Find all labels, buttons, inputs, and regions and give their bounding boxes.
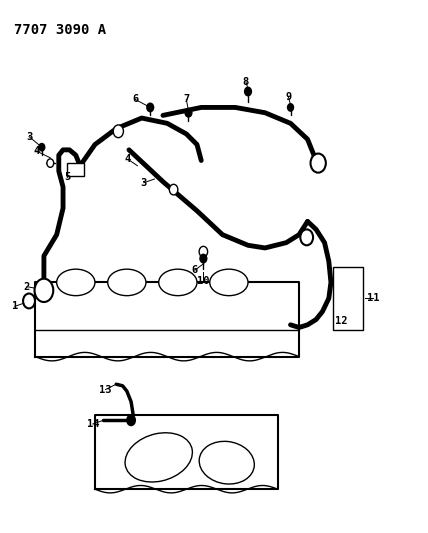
Text: 1: 1 <box>12 301 18 311</box>
Circle shape <box>200 254 207 263</box>
Ellipse shape <box>159 269 197 296</box>
Circle shape <box>300 229 313 245</box>
Text: 8: 8 <box>243 77 249 87</box>
Text: 11: 11 <box>367 293 380 303</box>
Ellipse shape <box>125 433 193 482</box>
Text: 7707 3090 A: 7707 3090 A <box>14 22 106 37</box>
Text: 4: 4 <box>125 155 131 164</box>
Text: 10: 10 <box>197 276 210 286</box>
Circle shape <box>113 125 123 138</box>
Ellipse shape <box>56 269 95 296</box>
Text: 12: 12 <box>335 316 348 326</box>
Text: 9: 9 <box>285 92 291 102</box>
Circle shape <box>23 294 35 309</box>
Text: 2: 2 <box>24 281 30 292</box>
Circle shape <box>47 159 54 167</box>
Text: 3: 3 <box>26 132 32 142</box>
Circle shape <box>199 246 208 257</box>
Circle shape <box>127 415 135 425</box>
Text: 7: 7 <box>183 94 190 104</box>
Text: 3: 3 <box>141 177 147 188</box>
Circle shape <box>35 279 53 302</box>
Text: 4: 4 <box>33 146 39 156</box>
Circle shape <box>39 143 45 151</box>
Circle shape <box>147 103 154 112</box>
Circle shape <box>311 154 326 173</box>
Text: 14: 14 <box>86 419 99 429</box>
Circle shape <box>169 184 178 195</box>
Text: 13: 13 <box>99 384 112 394</box>
Bar <box>67 163 84 176</box>
Bar <box>333 266 363 330</box>
Ellipse shape <box>199 441 254 484</box>
Ellipse shape <box>108 269 146 296</box>
Circle shape <box>288 104 294 111</box>
Circle shape <box>185 109 192 117</box>
Text: 6: 6 <box>132 94 139 104</box>
Text: 5: 5 <box>64 172 71 182</box>
Circle shape <box>245 87 251 96</box>
Ellipse shape <box>210 269 248 296</box>
Text: 6: 6 <box>192 265 198 275</box>
